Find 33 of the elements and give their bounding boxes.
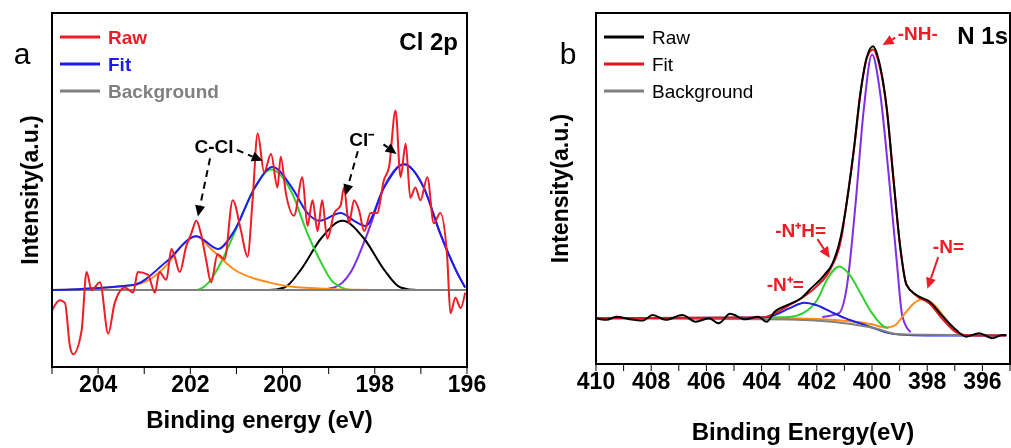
annotation: -NH- [897, 23, 938, 45]
x-tick-label: 400 [852, 368, 892, 395]
legend-label: Fit [652, 53, 674, 75]
text: b [559, 37, 577, 70]
y-axis-title: Intensity(a.u.) [547, 113, 573, 264]
x-axis-title: Binding energy (eV) [146, 406, 373, 433]
x-tick-label: 196 [447, 371, 487, 398]
text: Cl 2p [399, 28, 458, 55]
x-tick-label: 200 [263, 371, 302, 398]
x-tick-label: 406 [687, 368, 726, 395]
x-tick-label: 204 [78, 371, 118, 398]
x-tick-label: 398 [908, 368, 947, 395]
legend-label: Background [652, 80, 754, 102]
legend-label: Fit [108, 53, 132, 75]
x-tick-label: 396 [963, 368, 1002, 395]
legend-label: Raw [108, 26, 148, 48]
annotation: -N⁺H= [775, 220, 827, 242]
legend-label: Raw [652, 26, 691, 48]
y-axis-title: Intensity(a.u.) [17, 115, 43, 265]
x-tick-label: 410 [576, 368, 616, 395]
x-tick-label: 408 [632, 368, 671, 395]
legend-label: Background [108, 80, 219, 102]
x-axis-title: Binding Energy(eV) [691, 418, 915, 445]
x-tick-label: 198 [355, 371, 395, 398]
annotation: C-Cl [194, 135, 234, 157]
annotation: Cl⁻ [349, 128, 376, 150]
x-tick-label: 402 [797, 368, 836, 395]
text: a [13, 37, 31, 70]
annotation: -N⁺= [766, 274, 804, 296]
annotation: N 1s [957, 22, 1008, 49]
annotation: -N= [932, 235, 965, 257]
x-tick-label: 404 [742, 368, 781, 395]
x-tick-label: 202 [171, 371, 210, 398]
